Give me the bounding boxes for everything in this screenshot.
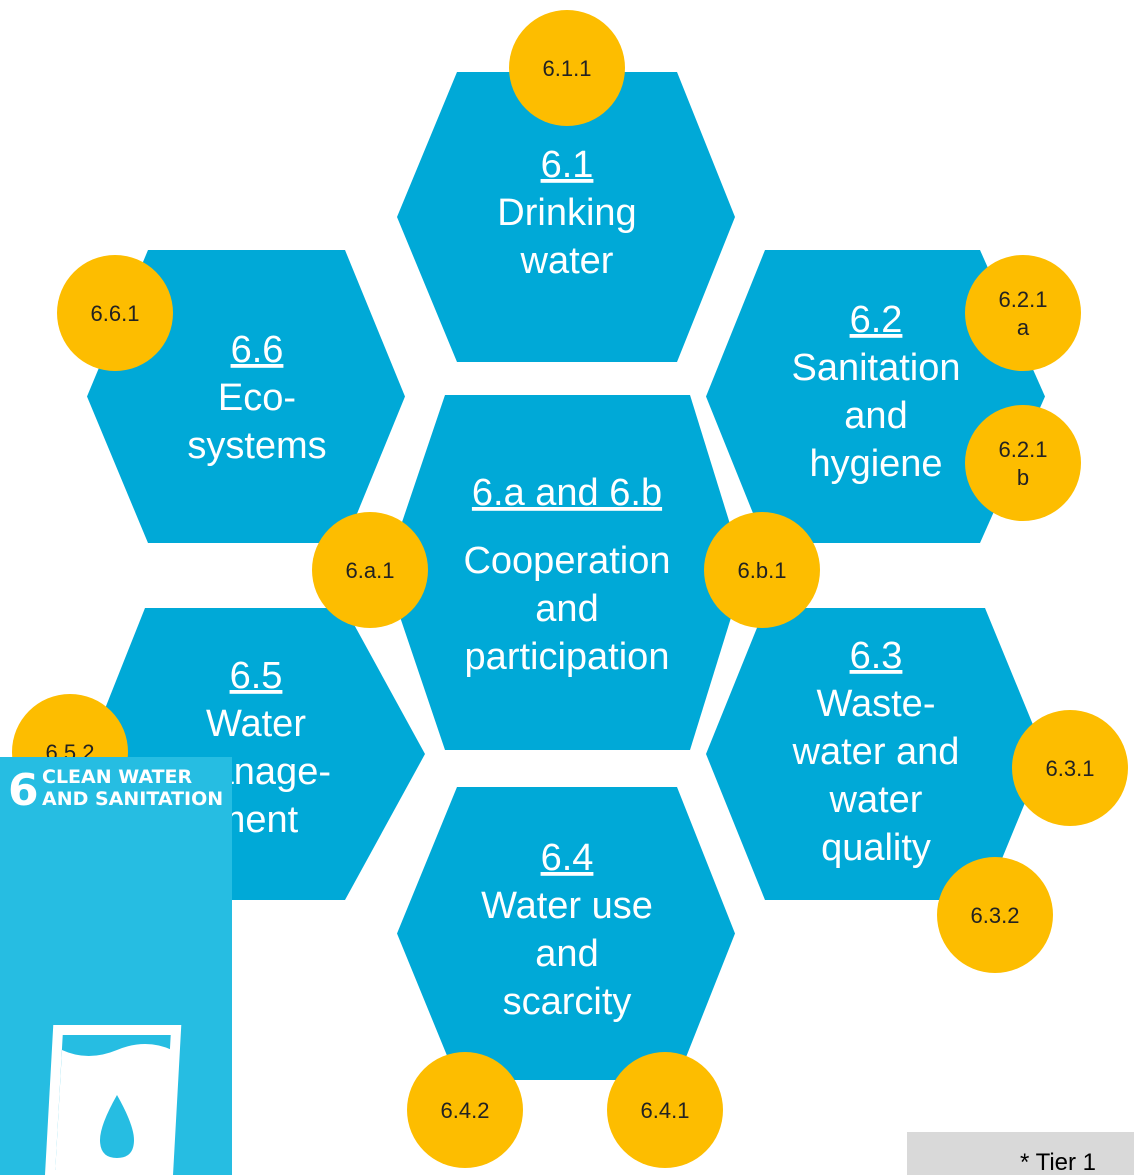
target-code: 6.3 (850, 635, 903, 677)
indicator-circle (937, 857, 1053, 973)
indicator-circle (965, 405, 1081, 521)
target-label: Waste- (817, 683, 936, 725)
hexagon (385, 395, 745, 750)
indicator-circle (509, 10, 625, 126)
hexagon (706, 608, 1045, 900)
target-label: and (844, 395, 907, 437)
indicator-circle (965, 255, 1081, 371)
target-label: water (829, 779, 923, 821)
target-label: Water use (481, 885, 653, 927)
target-label: Sanitation (791, 347, 960, 389)
drop-icon (100, 1095, 134, 1158)
target-code: 6.5 (230, 655, 283, 697)
indicator-label: 6.1.1 (543, 56, 592, 81)
target-code: 6.6 (231, 329, 284, 371)
target-label: hygiene (809, 443, 942, 485)
target-label: Drinking (497, 192, 636, 234)
indicator-label: 6.3.2 (971, 903, 1020, 928)
indicator-label: 6.2.1 (999, 287, 1048, 312)
indicator-label: 6.4.2 (441, 1098, 490, 1123)
indicator-label: b (1017, 465, 1029, 490)
target-label: and (535, 933, 598, 975)
indicator-circle (312, 512, 428, 628)
target-label: quality (821, 827, 931, 869)
indicator-circle (607, 1052, 723, 1168)
target-label: systems (187, 425, 326, 467)
indicator-label: 6.4.1 (641, 1098, 690, 1123)
target-code: 6.2 (850, 299, 903, 341)
indicator-label: 6.a.1 (346, 558, 395, 583)
indicator-label: 6.3.1 (1046, 756, 1095, 781)
indicator-label: 6.6.1 (91, 301, 140, 326)
target-code: 6.a and 6.b (472, 472, 662, 514)
logo-number: 6 (8, 765, 39, 816)
target-label: and (535, 588, 598, 630)
logo-line: AND SANITATION (42, 788, 223, 810)
glass-icon (44, 1025, 182, 1175)
indicator-circle (704, 512, 820, 628)
target-label: water (520, 240, 614, 282)
target-label: Cooperation (463, 540, 670, 582)
sdg-logo: 6 CLEAN WATER AND SANITATION (0, 757, 232, 1175)
hexagon (397, 72, 735, 362)
indicator-circle (57, 255, 173, 371)
note-box: * Tier 1 (907, 1132, 1134, 1175)
indicator-label: a (1017, 315, 1030, 340)
target-code: 6.1 (541, 144, 594, 186)
note-background (907, 1132, 1134, 1175)
target-label: water and (792, 731, 960, 773)
hexagon (397, 787, 735, 1080)
target-label: participation (465, 636, 670, 678)
note-text: * Tier 1 (1020, 1149, 1096, 1175)
target-label: Water (206, 703, 306, 745)
indicator-circle (407, 1052, 523, 1168)
logo-line: CLEAN WATER (42, 766, 193, 788)
indicator-circle (1012, 710, 1128, 826)
indicator-label: 6.2.1 (999, 437, 1048, 462)
target-label: scarcity (503, 981, 632, 1023)
indicator-label: 6.b.1 (738, 558, 787, 583)
hexagon (706, 250, 1045, 543)
target-label: Eco- (218, 377, 296, 419)
target-code: 6.4 (541, 837, 594, 879)
